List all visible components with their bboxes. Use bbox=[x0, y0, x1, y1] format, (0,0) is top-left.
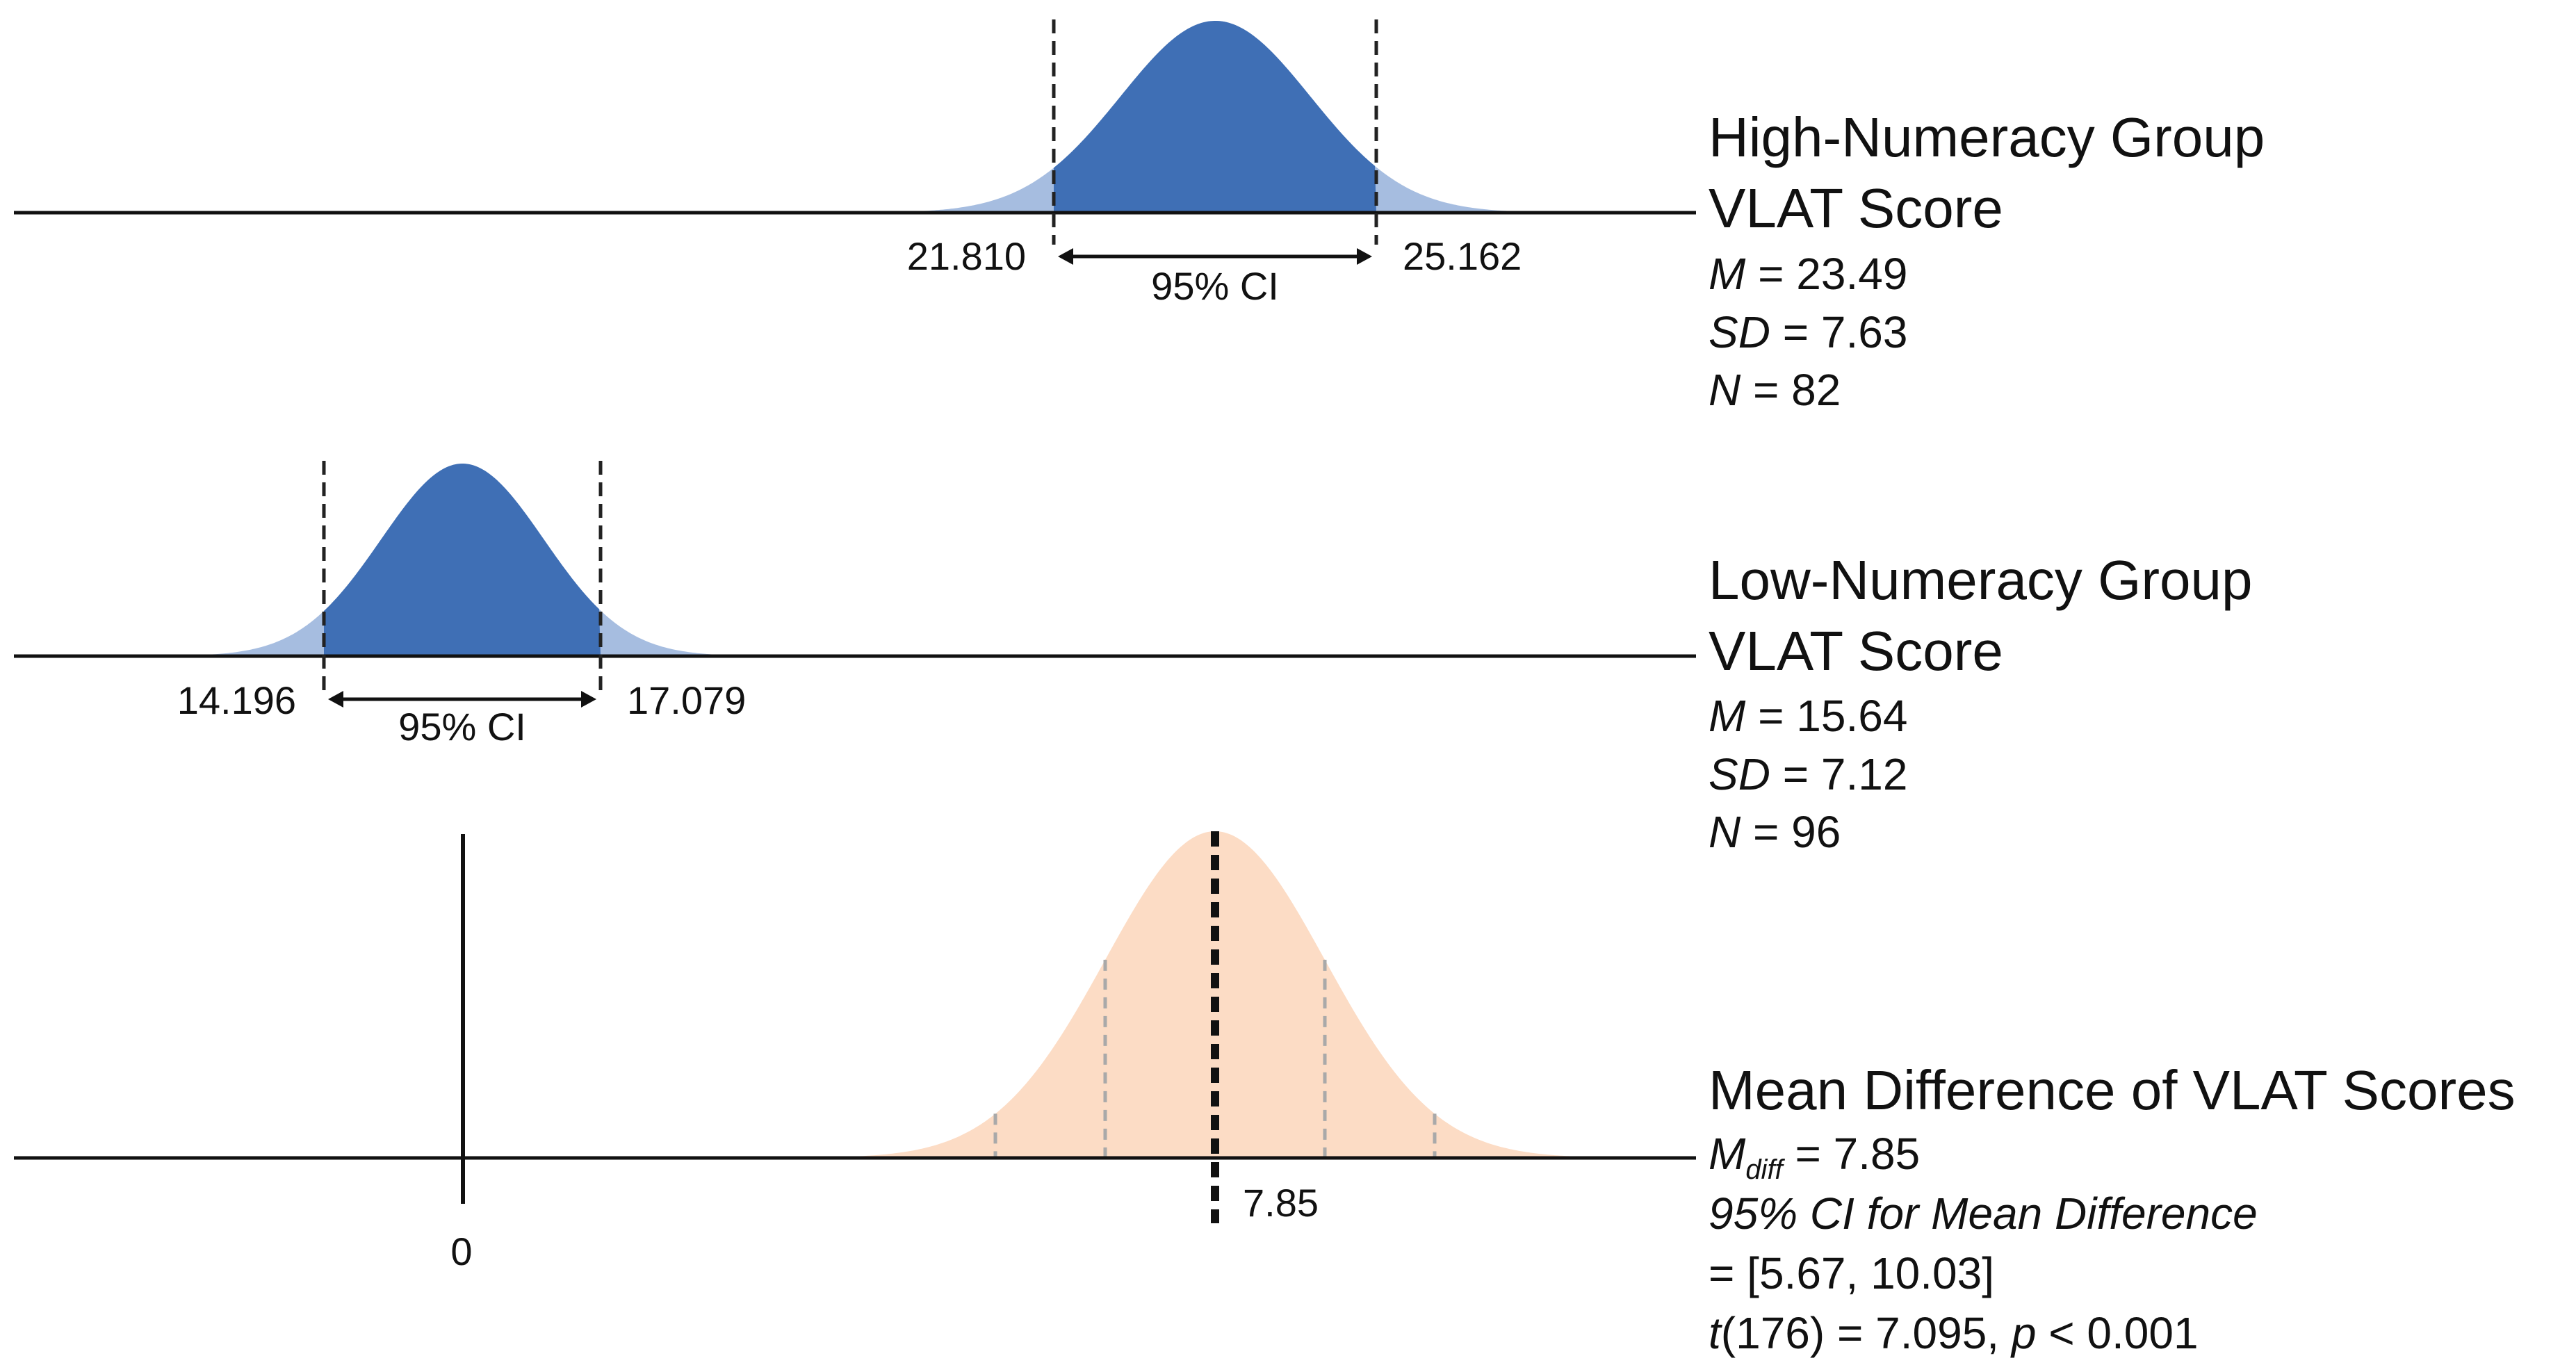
high-title: High-Numeracy Group bbox=[1709, 106, 2265, 168]
high-stat-n-value: = 82 bbox=[1741, 365, 1841, 415]
high-stat-n: N = 82 bbox=[1709, 365, 1841, 415]
low-ci-arrow-left-head bbox=[328, 691, 343, 708]
high-stat-mean-value: = 23.49 bbox=[1745, 249, 1907, 299]
diff-ci-heading: 95% CI for Mean Difference bbox=[1709, 1189, 2258, 1239]
diff-gridlines bbox=[993, 959, 1437, 1158]
diff-stat-mean-sub: diff bbox=[1745, 1154, 1785, 1185]
high-ci-upper-label: 25.162 bbox=[1403, 234, 1522, 278]
high-stat-mean: M = 23.49 bbox=[1709, 249, 1907, 299]
diff-curve bbox=[820, 831, 1611, 1158]
low-stat-sd-sym: SD bbox=[1709, 749, 1770, 799]
low-ci-arrow-right-head bbox=[581, 691, 596, 708]
low-stat-mean-sym: M bbox=[1709, 691, 1746, 741]
high-subtitle: VLAT Score bbox=[1709, 177, 2003, 239]
high-stat-sd-sym: SD bbox=[1709, 307, 1770, 357]
high-curve-ci-area bbox=[1054, 21, 1376, 213]
low-stat-n: N = 96 bbox=[1709, 807, 1841, 857]
low-ci-upper-label: 17.079 bbox=[627, 678, 746, 722]
low-stat-sd-value: = 7.12 bbox=[1770, 749, 1908, 799]
diff-ci-range: = [5.67, 10.03] bbox=[1709, 1248, 1994, 1298]
low-curve-ci-area bbox=[324, 464, 601, 656]
low-stat-mean-value: = 15.64 bbox=[1745, 691, 1907, 741]
high-stat-mean-sym: M bbox=[1709, 249, 1746, 299]
low-stat-n-sym: N bbox=[1709, 807, 1741, 857]
low-ci-text: 95% CI bbox=[398, 705, 526, 749]
high-ci-arrow-left-head bbox=[1058, 248, 1073, 265]
low-title: Low-Numeracy Group bbox=[1709, 549, 2253, 611]
high-ci-lower-label: 21.810 bbox=[907, 234, 1026, 278]
diff-stat-mean-sym: M bbox=[1709, 1129, 1746, 1179]
diff-test-end: < 0.001 bbox=[2036, 1308, 2198, 1358]
high-stat-n-sym: N bbox=[1709, 365, 1741, 415]
diff-test-t: t bbox=[1709, 1308, 1722, 1358]
diff-stat-mean-value: = 7.85 bbox=[1783, 1129, 1921, 1179]
diff-stat-mean: Mdiff = 7.85 bbox=[1709, 1129, 1920, 1185]
panel-high-numeracy: 21.810 25.162 95% CI High-Numeracy Group… bbox=[14, 19, 2265, 415]
low-subtitle: VLAT Score bbox=[1709, 620, 2003, 682]
diff-test-p: p bbox=[2010, 1308, 2037, 1358]
low-ci-lower-label: 14.196 bbox=[177, 678, 296, 722]
diff-test: t(176) = 7.095, p < 0.001 bbox=[1709, 1308, 2199, 1358]
high-ci-text: 95% CI bbox=[1151, 264, 1279, 308]
low-stat-n-value: = 96 bbox=[1741, 807, 1841, 857]
diff-mean-label: 7.85 bbox=[1243, 1181, 1319, 1225]
diff-title: Mean Difference of VLAT Scores bbox=[1709, 1059, 2516, 1121]
diff-zero-label: 0 bbox=[450, 1230, 472, 1273]
high-ci-arrow bbox=[1058, 248, 1372, 265]
low-stat-sd: SD = 7.12 bbox=[1709, 749, 1907, 799]
high-ci-arrow-right-head bbox=[1357, 248, 1372, 265]
high-stat-sd: SD = 7.63 bbox=[1709, 307, 1907, 357]
high-stat-sd-value: = 7.63 bbox=[1770, 307, 1908, 357]
diff-test-mid: (176) = 7.095, bbox=[1721, 1308, 2012, 1358]
low-stat-mean: M = 15.64 bbox=[1709, 691, 1907, 741]
panel-low-numeracy: 14.196 17.079 95% CI Low-Numeracy Group … bbox=[14, 461, 2253, 857]
panel-mean-difference: 0 7.85 Mean Difference of VLAT Scores Md… bbox=[14, 831, 2516, 1358]
low-ci-arrow bbox=[328, 691, 596, 708]
